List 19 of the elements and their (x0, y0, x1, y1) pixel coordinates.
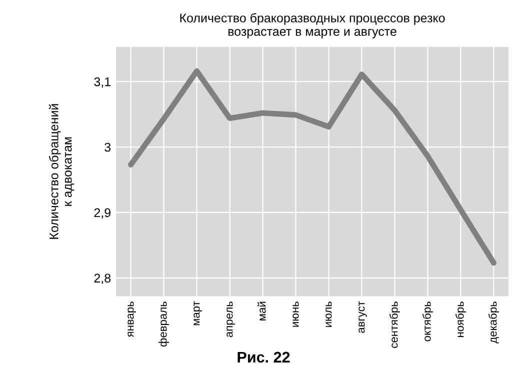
y-tick-label: 3,1 (94, 77, 110, 88)
x-tick-label: март (194, 301, 202, 326)
y-axis-title: Количество обращений к адвокатам (48, 104, 74, 239)
text: Рис. 22 (238, 352, 290, 363)
x-tick-label: ноябрь (455, 302, 466, 338)
x-tick-label: январь (128, 302, 136, 338)
x-tick-label: декабрь (488, 302, 499, 344)
y-tick-label: 2,8 (94, 274, 111, 284)
chart-title: Количество бракоразводных процессов резко возрастает в марте и августе (180, 13, 445, 38)
x-tick-label: май (257, 302, 266, 320)
x-tick-label: октябрь (422, 302, 433, 342)
x-tick-label: февраль (158, 302, 169, 346)
y-tick-label: 3 (104, 142, 111, 152)
x-tick-label: июль (326, 302, 332, 327)
x-tick-label: август (358, 301, 367, 333)
x-tick-label: сентябрь (390, 302, 400, 348)
y-tick-label: 2,9 (94, 208, 110, 219)
x-tick-label: апрель (226, 302, 235, 338)
x-tick-label: июнь (292, 302, 299, 327)
